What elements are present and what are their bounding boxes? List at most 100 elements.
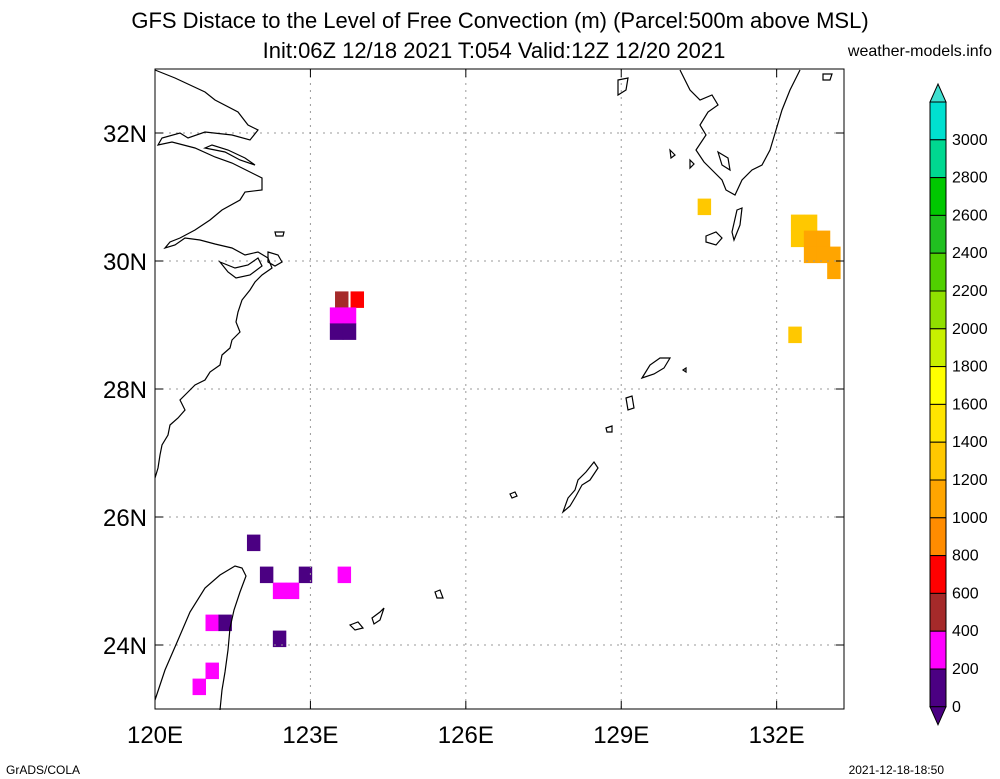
colorbar-label: 1600 [952,396,988,413]
field-cells [192,198,841,696]
yakushima [705,231,723,246]
lon-tick-label: 123E [282,722,338,749]
colorbar-segment [929,441,947,481]
taiwan-coast [154,565,247,711]
colorbar-segment [929,630,947,670]
init-valid-text: Init:06Z 12/18 2021 T:054 Valid:12Z 12/2… [262,38,726,63]
okinawa-island [561,460,599,514]
colorbar-label: 1800 [952,359,988,376]
zhoushan-island [267,251,283,267]
lon-tick-label: 126E [438,722,494,749]
colorbar-label: 600 [952,585,979,602]
colorbar-segment [929,214,947,254]
field-cell [697,198,712,216]
field-cell [827,262,841,280]
field-cell [259,566,274,584]
field-cell [827,246,841,264]
colorbar-label: 1200 [952,472,988,489]
field-cell [350,291,365,308]
colorbar-label: 200 [952,661,979,678]
tanegashima [731,207,743,242]
field-cell [342,323,357,340]
field-cell [803,214,818,232]
field-cell [192,678,207,696]
lon-tick-label: 120E [127,722,183,749]
field-cell [218,614,232,632]
kyushu-coast [679,69,801,196]
island-6 [434,589,444,599]
map-subtitle: Init:06Z 12/18 2021 T:054 Valid:12Z 12/2… [0,38,1000,64]
colorbar-segment [929,328,947,368]
field-cell [335,291,349,308]
field-cell [285,582,300,600]
colorbar-label: 2200 [952,283,988,300]
colorbar-label: 2000 [952,321,988,338]
kyushu-bay [716,150,731,172]
lat-tick-label: 28N [103,377,147,404]
colorbar-segment [929,290,947,330]
island-4 [605,425,613,433]
colorbar-segment [929,252,947,292]
island-11 [689,158,695,170]
island-10 [669,148,676,160]
field-cell [803,230,818,248]
field-cell [205,662,219,680]
grads-credit: GrADS/COLA [6,763,81,777]
colorbar-label: 3000 [952,132,988,149]
amami-island [640,357,672,380]
field-cell [790,230,805,248]
colorbar-label: 1400 [952,434,988,451]
field-cell [329,323,344,340]
lat-tick-label: 32N [103,121,147,148]
field-cell [337,566,352,584]
field-cell [298,566,313,584]
colorbar-label: 0 [952,699,961,716]
colorbar-segment [929,555,947,594]
island-5 [681,366,687,374]
colorbar-segment [929,101,947,141]
colorbar-label: 2600 [952,207,988,224]
island-9 [617,77,629,97]
lon-tick-label: 129E [593,722,649,749]
yangtze-estuary [202,144,256,166]
field-cell [788,326,802,344]
island-12 [822,73,833,81]
field-cell [272,630,287,648]
field-cell [329,307,344,324]
field-cell [816,230,831,248]
colorbar-segment [929,139,947,179]
lat-tick-label: 30N [103,249,147,276]
field-cell [246,534,261,552]
colorbar-label: 2400 [952,245,988,262]
grid-lines [154,69,844,709]
colorbar: 0 200 400 600 800 1000 1200 1400 1600 1800 2000 220… [929,82,988,727]
site-label: weather-models.info [847,43,992,60]
colorbar-segment [929,403,947,443]
timestamp: 2021-12-18-18:50 [848,763,944,777]
colorbar-label: 400 [952,623,979,640]
island-3 [625,395,635,411]
field-cell [272,582,287,600]
field-cell [816,246,831,264]
island-8 [371,607,385,625]
field-cell [790,214,805,232]
axis-ticks: 120E 123E 126E 129E 132E 24N 26N 28N 30N 32N [103,69,844,749]
colorbar-arrow-bottom [929,706,947,727]
colorbar-segment [929,479,947,519]
colorbar-segment [929,366,947,405]
coastline [154,69,833,711]
colorbar-segment [929,592,947,632]
colorbar-label: 800 [952,548,979,565]
lat-tick-label: 24N [103,633,147,660]
island-1 [274,231,285,237]
field-cell [342,307,357,324]
island-2 [509,491,518,499]
colorbar-segment [929,177,947,216]
lon-tick-label: 132E [749,722,805,749]
lat-tick-label: 26N [103,505,147,532]
map-title: GFS Distace to the Level of Free Convect… [131,8,869,33]
colorbar-segment [929,517,947,557]
colorbar-segment [929,668,947,708]
colorbar-label: 2800 [952,170,988,187]
